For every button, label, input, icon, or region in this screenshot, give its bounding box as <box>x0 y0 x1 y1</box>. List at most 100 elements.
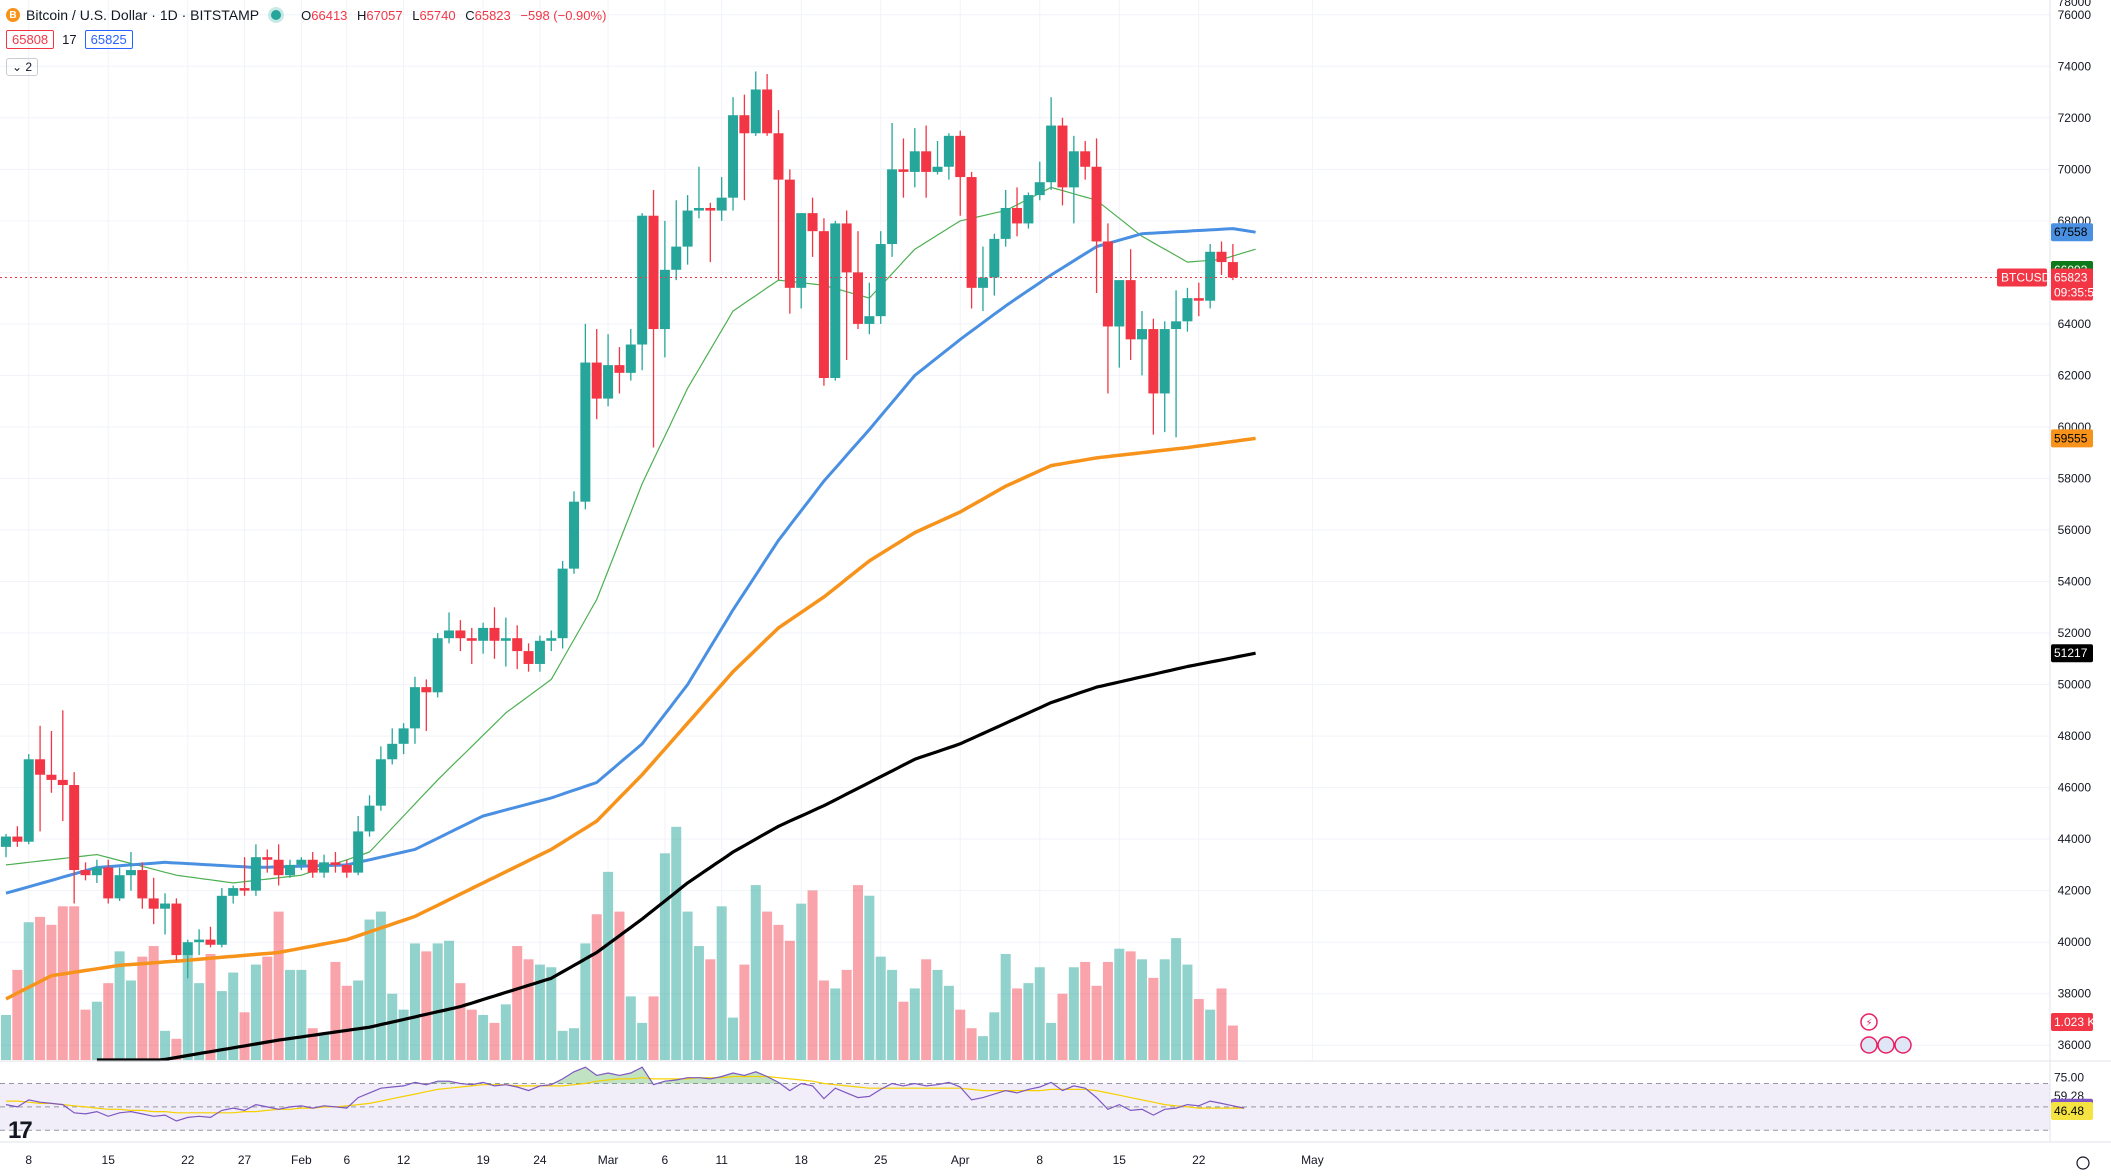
candle-body <box>478 627 489 641</box>
us-flag-event-icon <box>1877 1036 1895 1054</box>
candle-body <box>216 895 227 945</box>
candle-body <box>875 244 886 317</box>
open-value: 66413 <box>311 7 348 23</box>
volume-bar <box>807 890 818 1060</box>
volume-bar <box>375 911 386 1060</box>
time-tick-label: 11 <box>715 1153 728 1167</box>
candle-body <box>648 215 659 330</box>
candle-body <box>148 898 159 909</box>
candle-body <box>341 864 352 873</box>
sma-200-line <box>96 651 1256 1062</box>
price-tick-label: 48000 <box>2058 729 2092 743</box>
candle-body <box>1159 329 1170 394</box>
candle-body <box>1205 251 1216 301</box>
volume-bar <box>160 1030 171 1060</box>
volume-bar <box>69 906 80 1060</box>
volume-bar <box>500 1004 511 1060</box>
volume-bar <box>796 903 807 1060</box>
candle-body <box>818 231 829 379</box>
volume-bar <box>887 969 898 1060</box>
symbol-badge-bg <box>1997 268 2047 287</box>
volume-bar <box>307 1028 318 1060</box>
volume-bar <box>114 951 125 1060</box>
candle-body <box>228 888 239 896</box>
tradingview-logo[interactable]: 17 <box>8 1117 33 1144</box>
volume-bar <box>591 914 602 1060</box>
high-value: 67057 <box>366 7 403 23</box>
candle-body <box>364 805 375 832</box>
candle-body <box>1057 125 1068 188</box>
sma200-badge-bg <box>2051 644 2093 663</box>
time-tick-label: Feb <box>291 1153 312 1167</box>
candle-body <box>864 316 875 324</box>
time-tick-label: 6 <box>343 1153 350 1167</box>
price-tick-label: 74000 <box>2058 59 2092 73</box>
candle-body <box>784 179 795 288</box>
candle-body <box>705 207 716 211</box>
volume-bar <box>1193 999 1204 1060</box>
volume-bar <box>330 961 341 1060</box>
candle-body <box>603 365 614 399</box>
volume-bar <box>989 1012 1000 1060</box>
candle-body <box>1012 207 1023 224</box>
sma50-badge: 67558 <box>2054 225 2088 239</box>
volume-bar <box>603 871 614 1060</box>
candle-body <box>943 135 954 167</box>
candle-body <box>989 238 1000 278</box>
price-tick-label: 50000 <box>2058 678 2092 692</box>
price-tick-label: 46000 <box>2058 781 2092 795</box>
volume-bar <box>637 1022 648 1060</box>
candle-body <box>569 501 579 569</box>
candle-body <box>546 638 557 641</box>
volume-bar <box>409 943 420 1060</box>
candle-body <box>1114 280 1125 327</box>
rsi-band <box>0 1083 2050 1131</box>
candle-body <box>1023 195 1034 224</box>
candle-body <box>966 177 977 288</box>
time-tick-label: 6 <box>662 1153 669 1167</box>
volume-bar <box>1102 961 1113 1060</box>
sell-button[interactable]: 65808 <box>6 30 55 49</box>
volume-bar <box>455 983 466 1060</box>
candle-body <box>977 277 988 288</box>
volume-bar <box>12 969 23 1060</box>
volume-bar <box>955 1009 966 1060</box>
candle-body <box>750 89 761 134</box>
sma200-badge: 51217 <box>2054 646 2088 660</box>
volume-bar <box>750 885 761 1060</box>
volume-bar <box>534 964 545 1060</box>
candle-body <box>659 269 670 330</box>
volume-bar <box>1080 961 1091 1060</box>
volume-bar <box>1091 985 1102 1060</box>
volume-bar <box>285 969 295 1060</box>
candle-body <box>250 857 261 891</box>
time-tick-label: 27 <box>238 1153 252 1167</box>
volume-bar <box>932 969 943 1060</box>
candle-body <box>421 687 432 693</box>
volume-bar <box>262 956 273 1060</box>
volume-bar <box>830 988 841 1060</box>
ohlc-values: O66413 H67057 L65740 C65823 −598 (−0.90%… <box>301 7 607 23</box>
volume-bar <box>523 959 534 1060</box>
candle-body <box>523 651 534 664</box>
price-tick-label: 54000 <box>2058 575 2092 589</box>
price-tick-label: 72000 <box>2058 111 2092 125</box>
volume-bar <box>239 1012 250 1060</box>
symbol-badge: BTCUSD <box>2001 271 2051 285</box>
indicators-collapse-button[interactable]: ⌄ 2 <box>6 58 39 76</box>
volume-bar <box>353 980 364 1060</box>
us-flag-event-icon <box>1894 1036 1912 1054</box>
symbol-title[interactable]: Bitcoin / U.S. Dollar · 1D · BITSTAMP <box>26 7 260 23</box>
volume-bar <box>466 1009 477 1060</box>
volume-bar <box>1 1014 11 1060</box>
candle-body <box>1216 251 1227 263</box>
buy-button[interactable]: 65825 <box>84 30 133 49</box>
volume-bar <box>273 911 284 1060</box>
candle-body <box>682 210 693 247</box>
candle-body <box>114 875 125 899</box>
volume-bar <box>864 895 875 1060</box>
candle-body <box>285 864 295 876</box>
candle-body <box>1046 125 1057 183</box>
time-tick-label: 15 <box>1113 1153 1127 1167</box>
